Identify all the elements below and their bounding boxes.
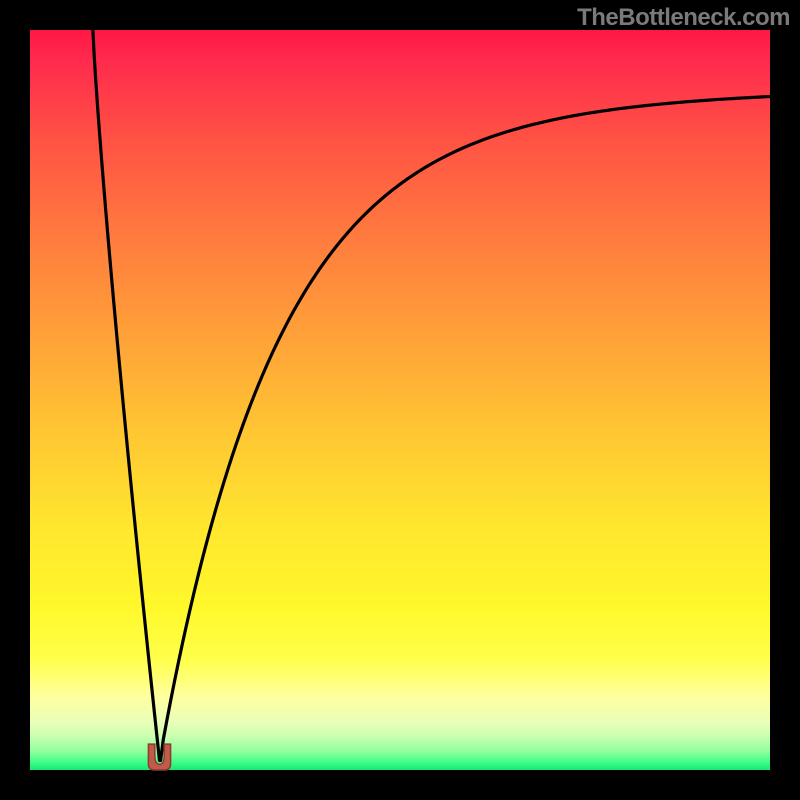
chart-container: TheBottleneck.com — [0, 0, 800, 800]
watermark-text: TheBottleneck.com — [577, 4, 790, 32]
plot-background — [30, 30, 770, 770]
bottleneck-chart — [0, 0, 800, 800]
